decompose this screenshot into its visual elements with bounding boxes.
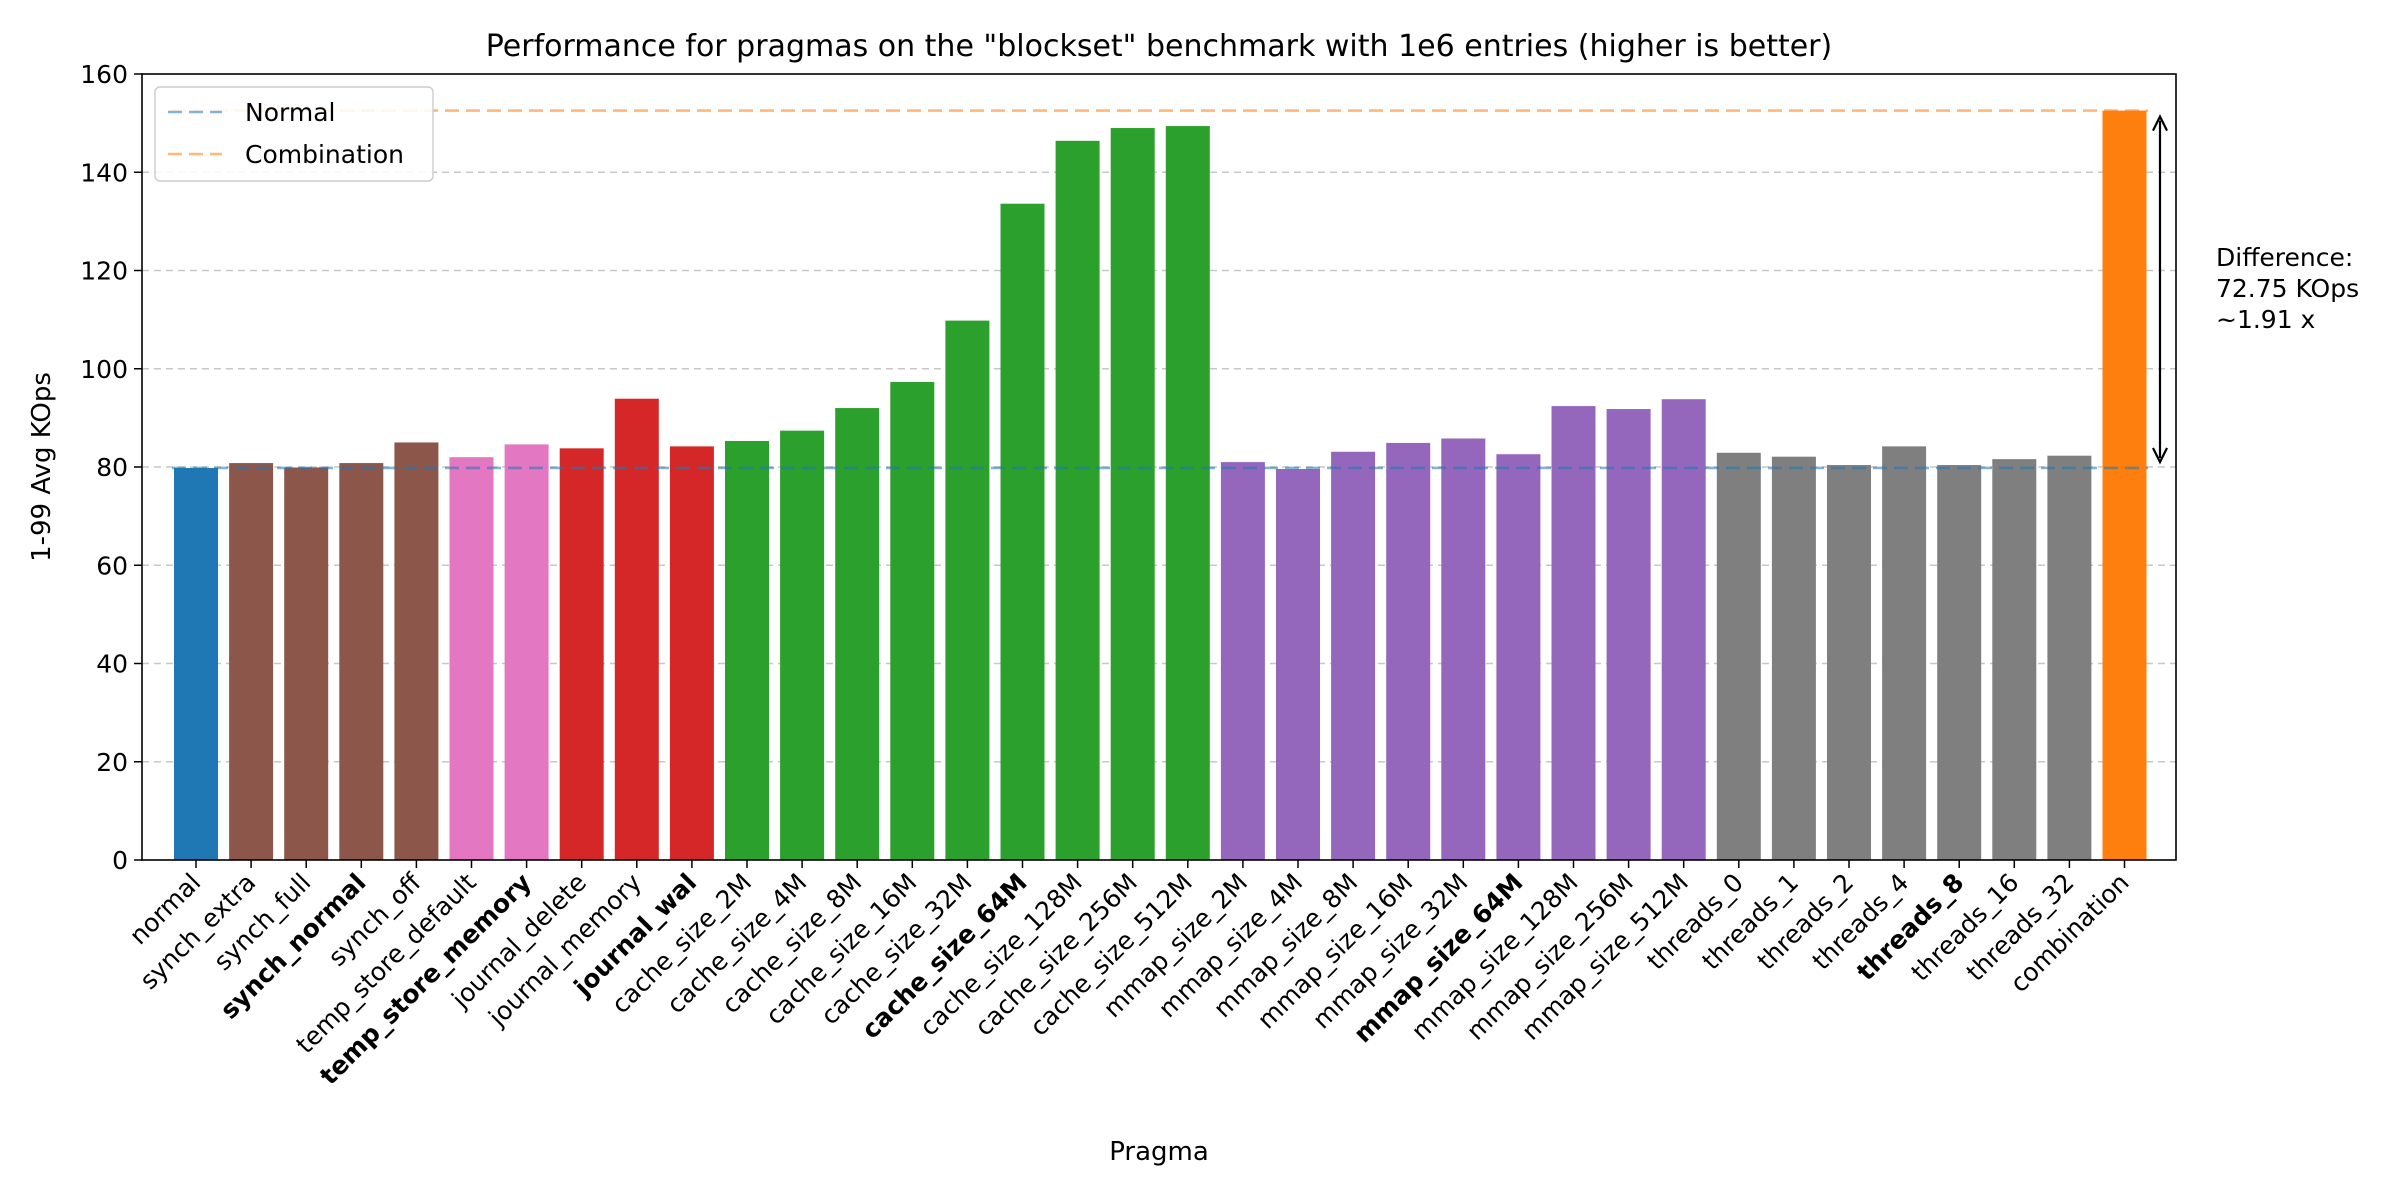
bar-cache-size-128M (1055, 140, 1100, 860)
y-tick-label: 120 (80, 257, 128, 286)
bar-mmap-size-2M (1220, 462, 1265, 860)
difference-annotation: Difference:72.75 KOps~1.91 x (2152, 114, 2359, 465)
legend-label-normal: Normal (245, 98, 335, 127)
legend: Normal Combination (154, 86, 434, 182)
bar-threads-0 (1716, 452, 1761, 860)
bar-cache-size-8M (835, 408, 880, 860)
y-tick-label: 160 (80, 60, 128, 89)
difference-annotation-line: ~1.91 x (2216, 305, 2315, 334)
y-axis-label: 1-99 Avg KOps (27, 372, 57, 562)
bar-temp-store-default (449, 457, 494, 860)
bar-threads-8 (1937, 465, 1982, 860)
bar-synch-extra (229, 463, 274, 860)
legend-box (154, 86, 434, 182)
bar-journal-wal (669, 446, 714, 860)
bar-cache-size-4M (780, 430, 825, 860)
x-axis-label: Pragma (1109, 1137, 1209, 1167)
bar-threads-2 (1827, 465, 1871, 860)
reference-lines (172, 109, 2148, 470)
bar-cache-size-256M (1110, 128, 1155, 861)
bar-mmap-size-8M (1331, 451, 1376, 860)
y-axis: 0 20 40 60 80 100 120 140 160 (80, 60, 142, 875)
bar-cache-size-64M (1000, 203, 1045, 860)
bar-cache-size-2M (725, 440, 769, 860)
bar-journal-memory (614, 398, 659, 860)
bar-threads-1 (1771, 456, 1816, 860)
difference-arrow-head-bottom (2152, 447, 2168, 465)
bar-threads-4 (1882, 446, 1927, 860)
bar-mmap-size-512M (1661, 399, 1706, 860)
chart-title: Performance for pragmas on the "blockset… (486, 29, 1832, 64)
bar-temp-store-memory (504, 444, 549, 860)
y-tick-label: 20 (96, 748, 128, 777)
y-tick-label: 40 (96, 650, 128, 679)
bar-cache-size-32M (945, 320, 990, 860)
bars (174, 110, 2147, 861)
bar-mmap-size-4M (1276, 468, 1320, 860)
difference-arrow-head-top (2152, 114, 2168, 132)
bar-cache-size-512M (1165, 126, 1210, 860)
x-axis: normalsynch_extrasynch_fullsynch_normals… (124, 860, 2135, 1090)
bar-mmap-size-128M (1551, 406, 1596, 860)
y-tick-label: 80 (96, 453, 128, 482)
bar-mmap-size-256M (1606, 409, 1651, 860)
bar-threads-16 (1992, 459, 2037, 860)
bar-synch-full (284, 467, 329, 860)
legend-label-combination: Combination (245, 140, 404, 169)
bar-synch-normal (339, 463, 384, 860)
difference-annotation-line: 72.75 KOps (2216, 274, 2359, 303)
difference-annotation-line: Difference: (2216, 243, 2353, 272)
y-tick-label: 60 (96, 551, 128, 580)
bar-synch-off (394, 442, 439, 860)
bar-mmap-size-16M (1386, 442, 1431, 860)
bar-combination (2102, 110, 2147, 860)
bar-normal (174, 467, 218, 860)
bar-threads-32 (2047, 455, 2092, 860)
y-tick-label: 0 (112, 846, 128, 875)
bar-mmap-size-64M (1496, 454, 1541, 860)
bar-journal-delete (559, 448, 604, 860)
y-tick-label: 140 (80, 158, 128, 187)
bar-mmap-size-32M (1441, 438, 1486, 860)
y-tick-label: 100 (80, 355, 128, 384)
bar-cache-size-16M (890, 382, 935, 860)
